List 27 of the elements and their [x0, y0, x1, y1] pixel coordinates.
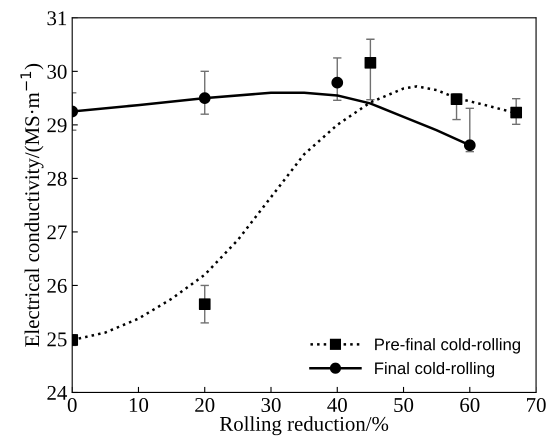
- legend-label: Pre-final cold-rolling: [375, 338, 520, 354]
- y-tick-label: 28: [47, 172, 67, 186]
- x-tick-label: 20: [195, 398, 214, 412]
- x-tick-label: 70: [527, 398, 546, 412]
- point: [450, 93, 462, 106]
- point: [198, 298, 211, 310]
- y-axis-title: Electrical conductivity/(MS·m$^{−1}$): [20, 64, 44, 347]
- x-tick-label: 60: [460, 398, 480, 412]
- x-tick-label: 10: [130, 398, 148, 412]
- x-tick-label: 50: [394, 398, 414, 412]
- y-tick-label: 30: [48, 64, 67, 79]
- y-tick-label: 26: [47, 278, 67, 293]
- point: [510, 106, 522, 118]
- x-tick-label: 30: [262, 398, 281, 412]
- point: [331, 76, 344, 88]
- point: [464, 139, 476, 152]
- legend-label: Final cold-rolling: [375, 362, 494, 378]
- x-axis-title: Rolling reduction/%: [220, 416, 388, 436]
- y-tick-label: 31: [48, 11, 66, 26]
- y-tick-label: 27: [47, 225, 67, 240]
- y-tick-label: 25: [47, 332, 67, 346]
- x-tick-label: 0: [68, 398, 77, 412]
- point: [364, 56, 376, 69]
- point: [198, 92, 211, 104]
- x-tick-label: 40: [327, 398, 347, 412]
- y-tick-label: 29: [47, 118, 66, 132]
- y-tick-label: 24: [47, 386, 68, 400]
